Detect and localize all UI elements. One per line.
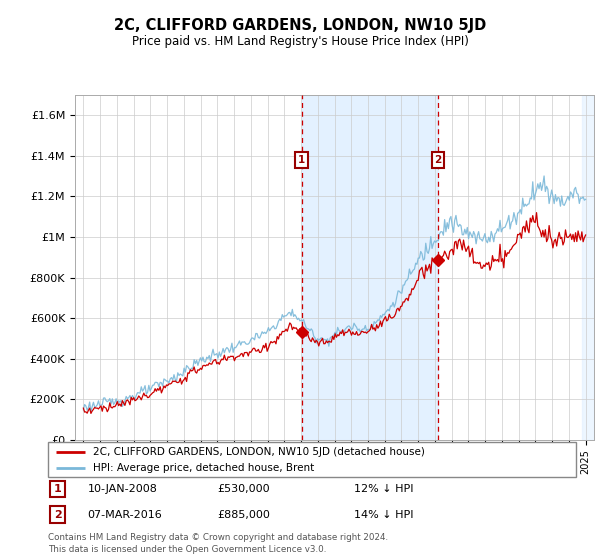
Text: Price paid vs. HM Land Registry's House Price Index (HPI): Price paid vs. HM Land Registry's House …: [131, 35, 469, 48]
Text: 1: 1: [53, 484, 61, 494]
Text: 2C, CLIFFORD GARDENS, LONDON, NW10 5JD: 2C, CLIFFORD GARDENS, LONDON, NW10 5JD: [114, 18, 486, 33]
Text: 2C, CLIFFORD GARDENS, LONDON, NW10 5JD (detached house): 2C, CLIFFORD GARDENS, LONDON, NW10 5JD (…: [93, 447, 425, 457]
Text: HPI: Average price, detached house, Brent: HPI: Average price, detached house, Bren…: [93, 463, 314, 473]
Text: Contains HM Land Registry data © Crown copyright and database right 2024.
This d: Contains HM Land Registry data © Crown c…: [48, 533, 388, 554]
Text: 1: 1: [298, 155, 305, 165]
Text: £530,000: £530,000: [217, 484, 269, 494]
FancyBboxPatch shape: [48, 442, 576, 477]
Text: 14% ↓ HPI: 14% ↓ HPI: [354, 510, 414, 520]
Text: £885,000: £885,000: [217, 510, 270, 520]
Bar: [582, 95, 594, 440]
Text: 2: 2: [434, 155, 442, 165]
Text: 12% ↓ HPI: 12% ↓ HPI: [354, 484, 414, 494]
Text: 07-MAR-2016: 07-MAR-2016: [88, 510, 163, 520]
Text: 10-JAN-2008: 10-JAN-2008: [88, 484, 157, 494]
Bar: [302, 95, 438, 440]
Text: 2: 2: [53, 510, 61, 520]
